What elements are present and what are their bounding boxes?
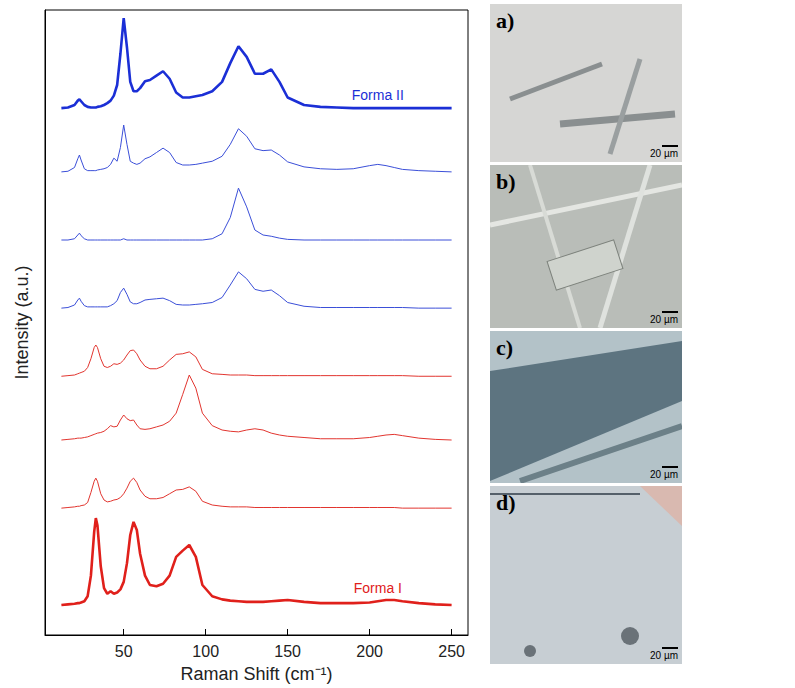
svg-text:Forma I: Forma I <box>354 580 402 596</box>
svg-text:100: 100 <box>192 643 219 660</box>
html-text:20 µm: 20 µm <box>650 469 678 480</box>
svg-text:150: 150 <box>274 643 301 660</box>
svg-text:Raman Shift (cm⁻¹): Raman Shift (cm⁻¹) <box>180 664 332 684</box>
svg-text:Intensity (a.u.): Intensity (a.u.) <box>12 265 32 379</box>
html-text:d): d) <box>496 490 516 515</box>
html-text:20 µm: 20 µm <box>650 650 678 661</box>
html-text:b): b) <box>496 169 516 194</box>
svg-text:250: 250 <box>438 643 465 660</box>
html-text:20 µm: 20 µm <box>650 314 678 325</box>
html-text:a): a) <box>496 8 515 33</box>
svg-text:Forma II: Forma II <box>352 87 404 103</box>
svg-text:50: 50 <box>115 643 133 660</box>
svg-text:200: 200 <box>356 643 383 660</box>
html-text:20 µm: 20 µm <box>650 148 678 159</box>
html-text:c): c) <box>496 335 514 360</box>
